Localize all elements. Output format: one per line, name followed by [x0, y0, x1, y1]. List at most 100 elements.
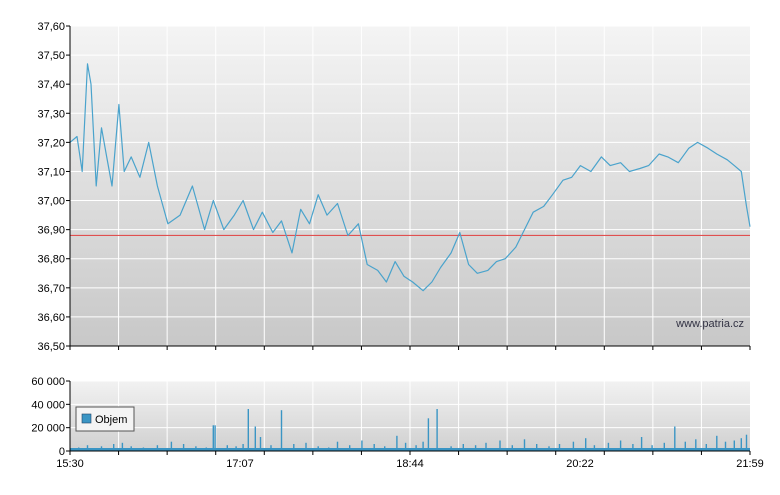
volume-bar	[293, 444, 295, 451]
volume-bar	[235, 446, 237, 451]
price-line	[69, 63, 751, 292]
volume-bar	[733, 440, 735, 451]
volume-bar	[130, 446, 132, 451]
volume-bar	[170, 441, 173, 451]
volume-bar	[415, 445, 417, 451]
price-y-tick-label: 37,10	[37, 166, 65, 178]
volume-bar	[121, 442, 124, 451]
volume-bar	[632, 444, 634, 451]
volume-bar	[242, 444, 244, 451]
volume-bar	[72, 448, 75, 451]
volume-bar	[499, 440, 501, 451]
volume-bar	[78, 447, 80, 451]
price-y-tick-label: 36,50	[37, 341, 65, 353]
volume-bar	[572, 441, 575, 451]
x-tick-label: 15:30	[56, 458, 84, 470]
volume-bar	[740, 438, 742, 451]
volume-bar	[558, 444, 561, 451]
volume-y-axis: 60 000 40 000 20 000 0	[31, 376, 70, 458]
volume-bar	[259, 437, 262, 451]
x-tick-label: 17:07	[226, 458, 254, 470]
volume-bar	[247, 409, 249, 451]
volume-baseline-bar	[70, 448, 750, 451]
volume-bar	[336, 441, 339, 451]
volume-y-tick-label: 60 000	[31, 376, 65, 388]
volume-y-tick-label: 20 000	[31, 423, 65, 435]
volume-bar	[113, 444, 115, 451]
volume-bar	[674, 426, 676, 451]
volume-bar	[404, 442, 407, 451]
volume-bar	[607, 442, 610, 451]
volume-bar	[724, 441, 727, 451]
volume-bar	[182, 444, 185, 451]
volume-bar	[462, 444, 464, 451]
price-y-tick-label: 36,70	[37, 283, 65, 295]
x-tick-label: 21:59	[736, 458, 764, 470]
price-y-tick-label: 37,40	[37, 79, 65, 91]
price-series	[69, 63, 751, 292]
volume-bar	[305, 442, 307, 451]
volume-bar	[427, 418, 430, 451]
volume-bar	[511, 445, 513, 451]
volume-bar	[619, 440, 622, 451]
volume-bar	[485, 442, 487, 451]
price-y-tick-label: 37,60	[37, 21, 65, 33]
volume-bar	[317, 446, 319, 451]
price-y-tick-label: 37,30	[37, 108, 65, 120]
volume-bar	[86, 445, 89, 451]
volume-x-axis: 15:30 17:07 18:44 20:22 21:59	[56, 451, 764, 470]
volume-bar	[361, 440, 363, 451]
volume-y-tick-label: 0	[59, 446, 65, 458]
volume-bar	[373, 444, 375, 451]
volume-bar	[280, 410, 283, 451]
volume-bar	[450, 446, 452, 451]
volume-bars	[70, 409, 750, 451]
volume-bar	[593, 445, 596, 451]
volume-bar	[384, 446, 386, 451]
volume-bar	[716, 435, 718, 451]
volume-bar	[328, 447, 330, 451]
volume-bar	[651, 445, 653, 451]
volume-bar	[270, 445, 272, 451]
volume-bar	[745, 434, 748, 451]
volume-bar	[548, 446, 550, 451]
volume-y-tick-label: 40 000	[31, 399, 65, 411]
volume-bar	[695, 439, 697, 451]
volume-legend: Objem	[75, 406, 135, 432]
volume-bar	[156, 445, 159, 451]
volume-bar	[349, 445, 351, 451]
price-y-tick-label: 37,20	[37, 137, 65, 149]
price-y-tick-label: 37,00	[37, 196, 65, 208]
volume-bar	[640, 437, 643, 451]
x-tick-label: 18:44	[396, 458, 424, 470]
volume-bar	[523, 439, 526, 451]
price-grid	[70, 25, 750, 347]
volume-bar	[205, 447, 207, 451]
legend-swatch-objem	[81, 413, 92, 424]
price-y-tick-label: 37,50	[37, 50, 65, 62]
volume-bar	[436, 409, 438, 451]
volume-bar	[212, 425, 214, 451]
price-x-ticks	[69, 346, 751, 350]
price-y-tick-label: 36,60	[37, 312, 65, 324]
x-tick-label: 20:22	[566, 458, 594, 470]
volume-bar	[536, 444, 538, 451]
volume-bar	[142, 447, 145, 451]
price-y-axis: 37,60 37,50 37,40 37,30 37,20 37,10 37,00 36,90…	[37, 21, 70, 353]
volume-bar	[474, 445, 477, 451]
volume-bar	[585, 438, 587, 451]
price-panel: 37,60 37,50 37,40 37,30 37,20 37,10 37,00 36,90…	[37, 21, 751, 353]
volume-bar	[684, 441, 686, 451]
volume-bar	[226, 445, 228, 451]
price-y-tick-label: 36,80	[37, 254, 65, 266]
volume-bar	[396, 435, 398, 451]
volume-grid	[70, 380, 750, 451]
watermark-text: www.patria.cz	[675, 318, 744, 330]
volume-bar	[663, 442, 665, 451]
volume-bar	[422, 441, 424, 451]
volume-bar	[100, 446, 103, 451]
volume-bar	[254, 426, 256, 451]
price-y-tick-label: 36,90	[37, 225, 65, 237]
